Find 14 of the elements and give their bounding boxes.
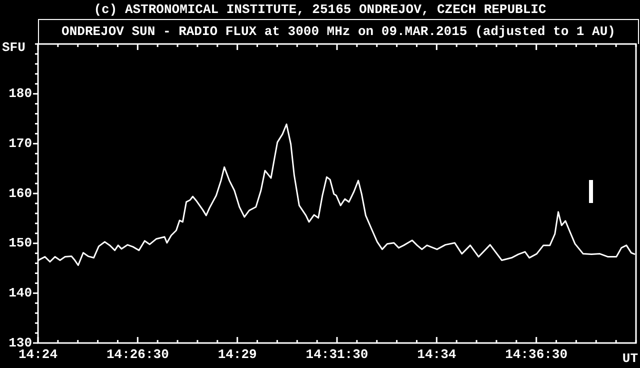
x-tick-label: 14:31:30 bbox=[306, 347, 368, 362]
x-tick-label: 14:34 bbox=[417, 347, 456, 362]
chart-title: ONDREJOV SUN - RADIO FLUX at 3000 MHz on 09.MAR.2015 (adjusted to 1 AU) bbox=[38, 19, 639, 44]
x-axis-title: UT bbox=[622, 351, 638, 366]
y-tick-label: 140 bbox=[8, 285, 32, 300]
x-tick-label: 14:36:30 bbox=[505, 347, 568, 362]
y-axis-title: SFU bbox=[2, 40, 26, 55]
text: (c) ASTRONOMICAL INSTITUTE, 25165 ONDREJOV, CZECH REPUBLIC bbox=[92, 2, 548, 17]
y-tick-label: 180 bbox=[8, 86, 32, 102]
y-tick-label: 150 bbox=[8, 236, 32, 251]
y-tick-label: 170 bbox=[8, 136, 32, 151]
y-tick-label: 160 bbox=[8, 186, 32, 201]
x-tick-label: 14:26:30 bbox=[106, 347, 170, 362]
x-tick-label: 14:29 bbox=[218, 347, 258, 362]
